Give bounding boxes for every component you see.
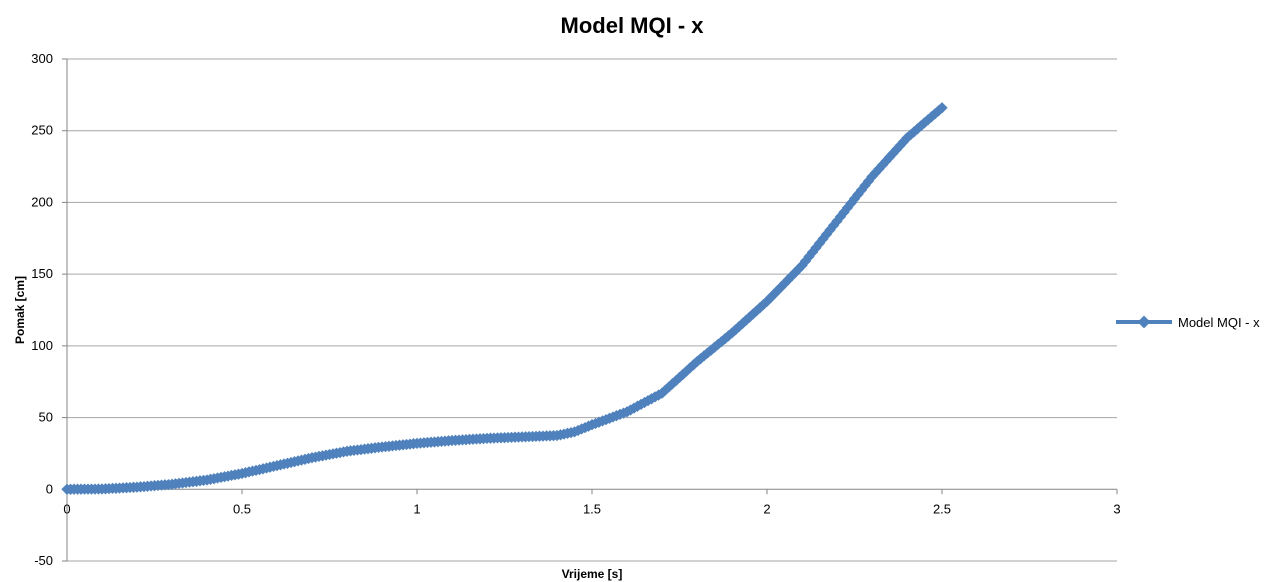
x-tick-labels: 0 0.5 1 1.5 2 2.5 3	[63, 501, 1120, 516]
legend-marker-swatch	[1137, 315, 1151, 329]
y-tick-label: 100	[31, 338, 53, 353]
y-axis-title: Pomak [cm]	[13, 276, 27, 344]
y-tick-label: -50	[34, 553, 53, 568]
y-tick-label: 250	[31, 123, 53, 138]
gridlines	[67, 58, 1117, 562]
x-axis-title: Vrijeme [s]	[562, 567, 623, 581]
axes	[62, 58, 1118, 562]
y-tick-label: 0	[46, 481, 53, 496]
y-tick-label: 300	[31, 51, 53, 66]
x-tick-label: 0.5	[233, 501, 251, 516]
x-tick-label: 1.5	[583, 501, 601, 516]
x-tick-label: 3	[1113, 501, 1120, 516]
y-tick-label: 50	[39, 410, 53, 425]
y-tick-labels: 300 250 200 150 100 50 0 -50	[31, 51, 53, 568]
x-tick-label: 2.5	[933, 501, 951, 516]
y-tick-label: 200	[31, 194, 53, 209]
x-tick-label: 2	[763, 501, 770, 516]
x-tick-label: 1	[413, 501, 420, 516]
legend-label: Model MQI - x	[1178, 315, 1260, 330]
series-layer	[61, 102, 948, 495]
legend: Model MQI - x	[1116, 315, 1260, 330]
chart-title: Model MQI - x	[561, 13, 705, 38]
x-tick-label: 0	[63, 501, 70, 516]
y-tick-label: 150	[31, 266, 53, 281]
